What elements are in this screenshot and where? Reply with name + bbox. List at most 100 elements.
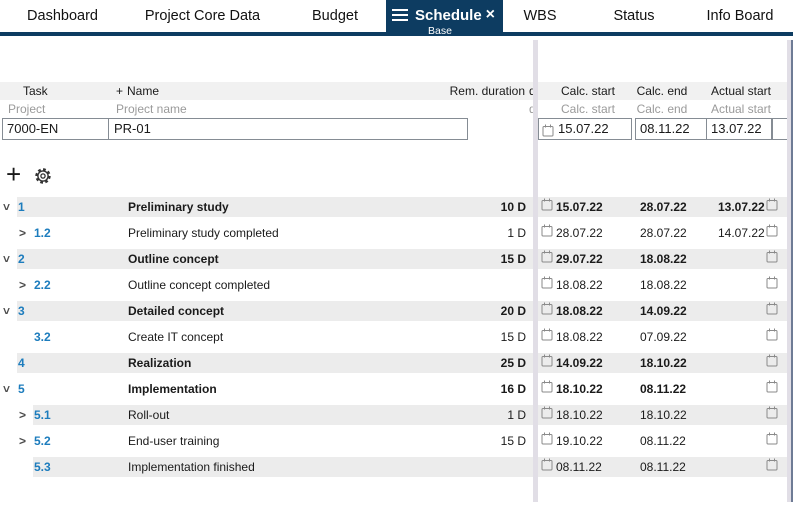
table-row[interactable]: > 2 Outline concept 15 D 29.07.22 18.08.…	[0, 249, 793, 269]
calc-end-cell[interactable]: 18.10.22	[640, 408, 687, 422]
calc-end-cell[interactable]: 08.11.22	[640, 460, 686, 474]
task-number-cell[interactable]: 5	[18, 382, 25, 396]
actual-start-filter-input[interactable]: 13.07.22	[706, 118, 772, 140]
calendar-icon[interactable]	[766, 457, 778, 477]
column-header-name[interactable]: Name	[127, 84, 160, 98]
tab-budget[interactable]: Budget	[312, 8, 358, 24]
calendar-icon[interactable]	[766, 223, 778, 243]
calc-end-cell[interactable]: 14.09.22	[640, 304, 687, 318]
task-number-cell[interactable]: 2	[18, 252, 25, 266]
calendar-icon[interactable]	[541, 379, 553, 399]
calendar-icon[interactable]	[541, 197, 553, 217]
calendar-icon[interactable]	[541, 327, 553, 347]
actual-start-cell[interactable]: 14.07.22	[718, 226, 765, 240]
rem-duration-cell[interactable]: 15 D	[500, 434, 526, 448]
rem-duration-cell[interactable]: 10 D	[500, 200, 526, 214]
actual-start-cell[interactable]: 13.07.22	[718, 200, 765, 214]
task-name-cell[interactable]: Realization	[128, 356, 192, 370]
project-name-filter-input[interactable]: PR-01	[108, 118, 468, 140]
tab-wbs[interactable]: WBS	[523, 8, 557, 24]
table-row[interactable]: > 3.2 Create IT concept 15 D 18.08.22 07…	[0, 327, 793, 347]
calc-start-cell[interactable]: 18.10.22	[556, 382, 603, 396]
task-name-cell[interactable]: Detailed concept	[128, 304, 225, 318]
task-number-cell[interactable]: 1	[18, 200, 25, 214]
calc-end-cell[interactable]: 08.11.22	[640, 434, 686, 448]
task-name-cell[interactable]: Outline concept	[128, 252, 219, 266]
calc-start-cell[interactable]: 18.08.22	[556, 278, 603, 292]
calc-end-cell[interactable]: 07.09.22	[640, 330, 687, 344]
column-header-rem-duration[interactable]: Rem. duration	[449, 84, 525, 98]
task-number-cell[interactable]: 3	[18, 304, 25, 318]
calendar-icon[interactable]	[542, 123, 554, 143]
project-filter-input[interactable]: 7000-EN	[2, 118, 113, 140]
task-name-cell[interactable]: Preliminary study completed	[128, 226, 279, 240]
task-number-cell[interactable]: 5.3	[34, 460, 51, 474]
calc-end-cell[interactable]: 28.07.22	[640, 200, 687, 214]
calc-start-cell[interactable]: 19.10.22	[556, 434, 603, 448]
task-name-cell[interactable]: Preliminary study	[128, 200, 229, 214]
table-row[interactable]: > 5.2 End-user training 15 D 19.10.22 08…	[0, 431, 793, 451]
table-row[interactable]: > 5.3 Implementation finished 08.11.22 0…	[0, 457, 793, 477]
calendar-icon[interactable]	[766, 197, 778, 217]
task-number-cell[interactable]: 4	[18, 356, 25, 370]
task-number-cell[interactable]: 1.2	[34, 226, 51, 240]
column-header-calc-start[interactable]: Calc. start	[560, 84, 615, 98]
calendar-icon[interactable]	[541, 223, 553, 243]
calc-start-filter-input[interactable]: 15.07.22	[538, 118, 632, 140]
rem-duration-cell[interactable]: 1 D	[507, 408, 526, 422]
calc-end-cell[interactable]: 18.10.22	[640, 356, 687, 370]
rem-duration-cell[interactable]: 1 D	[507, 226, 526, 240]
calendar-icon[interactable]	[541, 431, 553, 451]
calc-end-cell[interactable]: 18.08.22	[640, 278, 687, 292]
column-header-actual-start[interactable]: Actual start	[710, 84, 772, 98]
column-header-task[interactable]: Task	[23, 84, 48, 98]
rem-duration-cell[interactable]: 25 D	[500, 356, 526, 370]
tab-project-core-data[interactable]: Project Core Data	[144, 8, 261, 24]
table-row[interactable]: > 5 Implementation 16 D 18.10.22 08.11.2…	[0, 379, 793, 399]
task-number-cell[interactable]: 5.2	[34, 434, 51, 448]
calc-end-filter-input[interactable]: 08.11.22	[635, 118, 707, 140]
calendar-icon[interactable]	[766, 379, 778, 399]
calc-start-cell[interactable]: 28.07.22	[556, 226, 603, 240]
task-name-cell[interactable]: Roll-out	[128, 408, 170, 422]
task-name-cell[interactable]: Create IT concept	[128, 330, 224, 344]
calendar-icon[interactable]	[766, 301, 778, 321]
tab-info-board[interactable]: Info Board	[706, 8, 774, 24]
close-tab-icon[interactable]: ×	[485, 6, 495, 23]
rem-duration-cell[interactable]: 16 D	[500, 382, 526, 396]
calendar-icon[interactable]	[766, 431, 778, 451]
hamburger-menu-icon[interactable]	[392, 6, 408, 24]
add-column-icon[interactable]: +	[116, 84, 124, 98]
calc-start-cell[interactable]: 14.09.22	[556, 356, 603, 370]
task-name-cell[interactable]: End-user training	[128, 434, 220, 448]
calc-end-cell[interactable]: 18.08.22	[640, 252, 687, 266]
pane-splitter-right[interactable]	[787, 40, 791, 502]
task-number-cell[interactable]: 2.2	[34, 278, 51, 292]
task-name-cell[interactable]: Outline concept completed	[128, 278, 271, 292]
calendar-icon[interactable]	[766, 353, 778, 373]
calc-start-cell[interactable]: 18.10.22	[556, 408, 603, 422]
table-row[interactable]: > 3 Detailed concept 20 D 18.08.22 14.09…	[0, 301, 793, 321]
calc-end-cell[interactable]: 28.07.22	[640, 226, 687, 240]
task-name-cell[interactable]: Implementation finished	[128, 460, 255, 474]
table-row[interactable]: > 1.2 Preliminary study completed 1 D 28…	[0, 223, 793, 243]
calendar-icon[interactable]	[541, 405, 553, 425]
tab-dashboard[interactable]: Dashboard	[27, 8, 98, 24]
tab-schedule[interactable]: Schedule × Base	[386, 0, 503, 37]
calendar-icon[interactable]	[766, 275, 778, 295]
calendar-icon[interactable]	[541, 457, 553, 477]
rem-duration-cell[interactable]: 20 D	[500, 304, 526, 318]
calc-start-cell[interactable]: 08.11.22	[556, 460, 602, 474]
column-header-calc-end[interactable]: Calc. end	[636, 84, 688, 98]
calc-start-cell[interactable]: 18.08.22	[556, 304, 603, 318]
table-row[interactable]: > 2.2 Outline concept completed 18.08.22…	[0, 275, 793, 295]
task-name-cell[interactable]: Implementation	[128, 382, 217, 396]
calc-start-cell[interactable]: 29.07.22	[556, 252, 603, 266]
task-number-cell[interactable]: 5.1	[34, 408, 51, 422]
calendar-icon[interactable]	[541, 301, 553, 321]
calendar-icon[interactable]	[541, 249, 553, 269]
calendar-icon[interactable]	[766, 405, 778, 425]
pane-splitter-left[interactable]	[533, 40, 538, 502]
rem-duration-cell[interactable]: 15 D	[500, 330, 526, 344]
calendar-icon[interactable]	[766, 249, 778, 269]
